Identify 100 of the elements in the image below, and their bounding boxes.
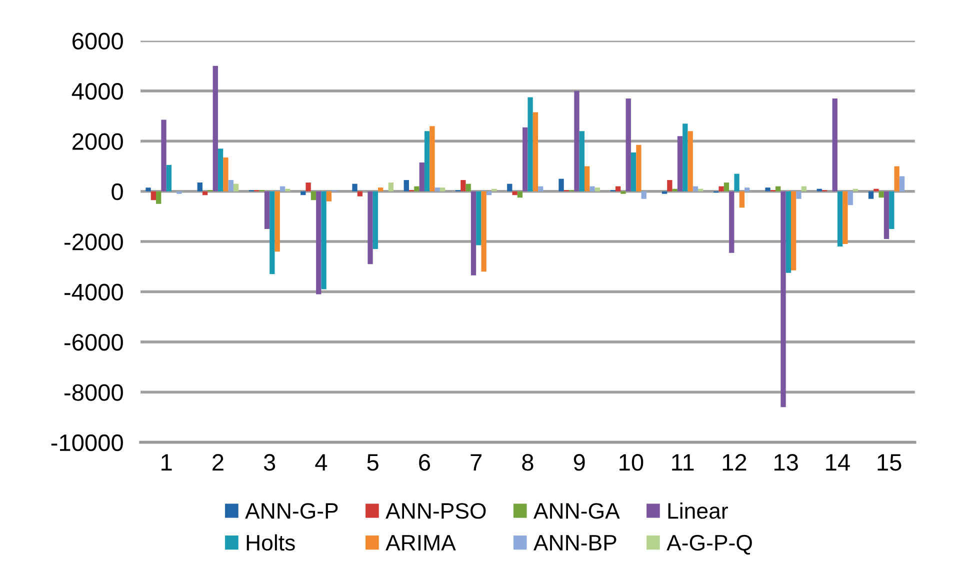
bar	[150, 191, 156, 200]
x-tick-label: 4	[315, 454, 328, 471]
bar	[641, 191, 646, 199]
bar	[852, 188, 858, 192]
bar	[842, 191, 848, 244]
bar	[729, 191, 734, 253]
bar	[574, 90, 580, 192]
bar	[848, 191, 853, 206]
y-tick-label: -8000	[64, 384, 123, 401]
x-tick-label: 1	[162, 454, 172, 471]
bar	[626, 98, 631, 192]
bar	[440, 188, 446, 192]
x-tick-label: 8	[522, 454, 534, 471]
bar	[434, 188, 440, 192]
bar	[460, 180, 466, 192]
bar	[146, 188, 151, 192]
bar	[233, 184, 239, 192]
x-tick-label: 10	[620, 454, 644, 471]
bar	[590, 186, 595, 192]
bar	[202, 191, 208, 196]
bar	[280, 186, 286, 192]
x-tick-label: 13	[774, 454, 798, 471]
y-tick-label: -4000	[64, 284, 123, 301]
bar	[667, 180, 672, 192]
bar	[579, 131, 584, 192]
legend-label: A-G-P-Q	[666, 534, 752, 555]
bar	[636, 144, 642, 192]
bar	[780, 191, 786, 408]
bar	[270, 191, 275, 274]
bar	[486, 191, 492, 196]
bar	[874, 188, 879, 192]
bar	[532, 112, 538, 192]
bar	[744, 188, 750, 192]
bar	[223, 157, 228, 192]
bar	[274, 191, 280, 252]
bar	[357, 191, 363, 196]
bar	[677, 136, 683, 192]
bar	[285, 188, 290, 192]
bar	[419, 162, 424, 192]
bar	[166, 164, 172, 192]
bar	[786, 191, 791, 273]
bar	[476, 191, 482, 246]
legend-label: ANN-GA	[533, 503, 620, 519]
bar	[466, 184, 471, 192]
bar	[734, 174, 740, 192]
bar	[156, 191, 162, 204]
x-tick-label: 5	[367, 454, 378, 471]
bar	[161, 120, 166, 192]
x-tick-label: 11	[672, 454, 694, 471]
x-tick-label: 15	[878, 454, 902, 471]
bar	[517, 191, 523, 198]
bar	[584, 166, 590, 192]
bar	[300, 191, 306, 196]
bar	[796, 191, 802, 199]
bar	[682, 124, 688, 192]
y-tick-label: 2000	[72, 133, 123, 150]
bar	[790, 191, 796, 270]
legend-label: ANN-BP	[533, 535, 616, 550]
y-tick-label: 4000	[72, 83, 123, 100]
x-tick-label: 9	[574, 454, 585, 471]
legend-label: Linear	[668, 502, 728, 519]
bar	[739, 191, 745, 208]
bar	[424, 131, 430, 192]
bar	[630, 152, 636, 192]
bar	[698, 188, 704, 192]
bar	[801, 186, 806, 192]
bar	[212, 66, 218, 192]
bar	[672, 188, 678, 192]
bar	[492, 188, 497, 192]
bar	[316, 191, 322, 294]
bar	[765, 188, 770, 192]
bar	[832, 98, 838, 192]
bar	[594, 188, 600, 192]
bar	[522, 127, 528, 192]
y-tick-label: -6000	[64, 334, 123, 351]
bar	[718, 186, 724, 192]
bar	[264, 191, 270, 229]
x-tick-label: 7	[470, 454, 482, 471]
legend-label: ANN-PSO	[386, 503, 486, 519]
legend-label: ANN-G-P	[245, 503, 338, 519]
bar	[878, 191, 884, 198]
y-tick-label: -10000	[51, 434, 123, 452]
bar	[197, 182, 202, 192]
bar	[507, 184, 512, 192]
bar	[620, 191, 626, 194]
bar	[378, 188, 384, 192]
bar	[899, 176, 905, 192]
bar	[837, 191, 843, 247]
bar	[368, 191, 373, 264]
bar	[884, 191, 890, 240]
y-tick-label: 0	[112, 183, 123, 200]
bar	[404, 180, 409, 192]
bar	[868, 191, 874, 199]
bar	[776, 186, 781, 192]
bar	[176, 191, 182, 194]
y-tick-label: 6000	[72, 32, 123, 50]
bar	[321, 191, 326, 290]
bar	[894, 166, 900, 192]
bar	[310, 191, 316, 200]
bar	[538, 186, 544, 192]
